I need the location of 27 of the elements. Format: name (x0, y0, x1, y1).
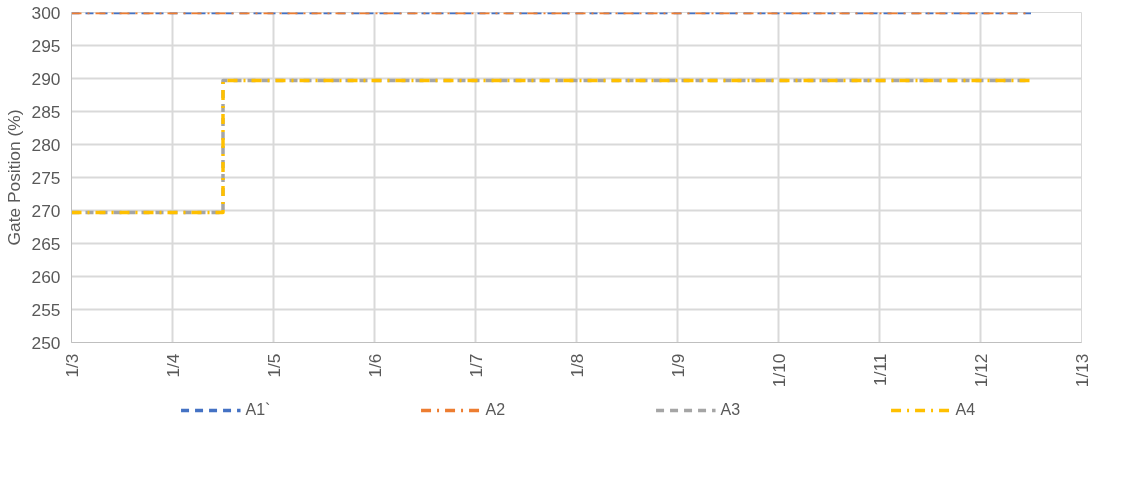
legend-label: A4 (955, 401, 976, 419)
x-tick-label: 1/10 (768, 353, 789, 388)
y-tick-label: 295 (31, 35, 61, 56)
legend-label: A2 (485, 401, 506, 419)
y-tick-label: 290 (31, 68, 61, 89)
y-tick-label: 275 (31, 167, 61, 188)
x-tick-label: 1/4 (162, 353, 183, 378)
x-tick-label: 1/6 (364, 353, 385, 378)
x-tick-label: 1/7 (465, 353, 486, 378)
y-tick-label: 285 (31, 101, 61, 122)
legend-label: A3 (720, 401, 741, 419)
legend-label: A1` (245, 401, 271, 419)
y-axis-title: Gate Position (%) (3, 109, 24, 246)
y-tick-label: 250 (31, 332, 61, 353)
x-tick-label: 1/11 (869, 353, 890, 386)
x-tick-label: 1/5 (263, 353, 284, 378)
y-tick-label: 265 (31, 233, 61, 254)
y-tick-label: 280 (31, 134, 61, 155)
x-tick-label: 1/12 (970, 353, 991, 388)
x-tick-label: 1/13 (1071, 353, 1092, 388)
y-tick-label: 270 (31, 200, 61, 221)
y-tick-label: 255 (31, 299, 61, 320)
y-tick-label: 260 (31, 266, 61, 287)
x-tick-label: 1/3 (61, 353, 82, 378)
x-tick-label: 1/9 (667, 353, 688, 378)
x-tick-label: 1/8 (566, 353, 587, 378)
y-tick-label: 300 (31, 2, 61, 23)
